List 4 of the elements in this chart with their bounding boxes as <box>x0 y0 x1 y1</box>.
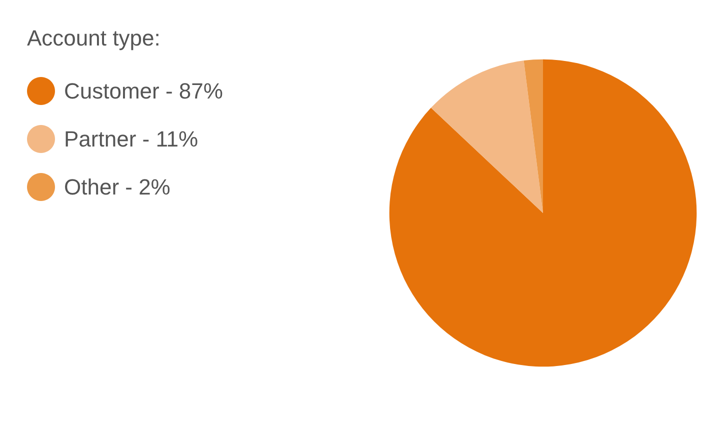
legend-label: Customer - 87% <box>64 78 223 104</box>
legend-title: Account type: <box>27 26 160 50</box>
legend-label: Partner - 11% <box>64 126 198 152</box>
legend-label: Other - 2% <box>64 174 170 200</box>
